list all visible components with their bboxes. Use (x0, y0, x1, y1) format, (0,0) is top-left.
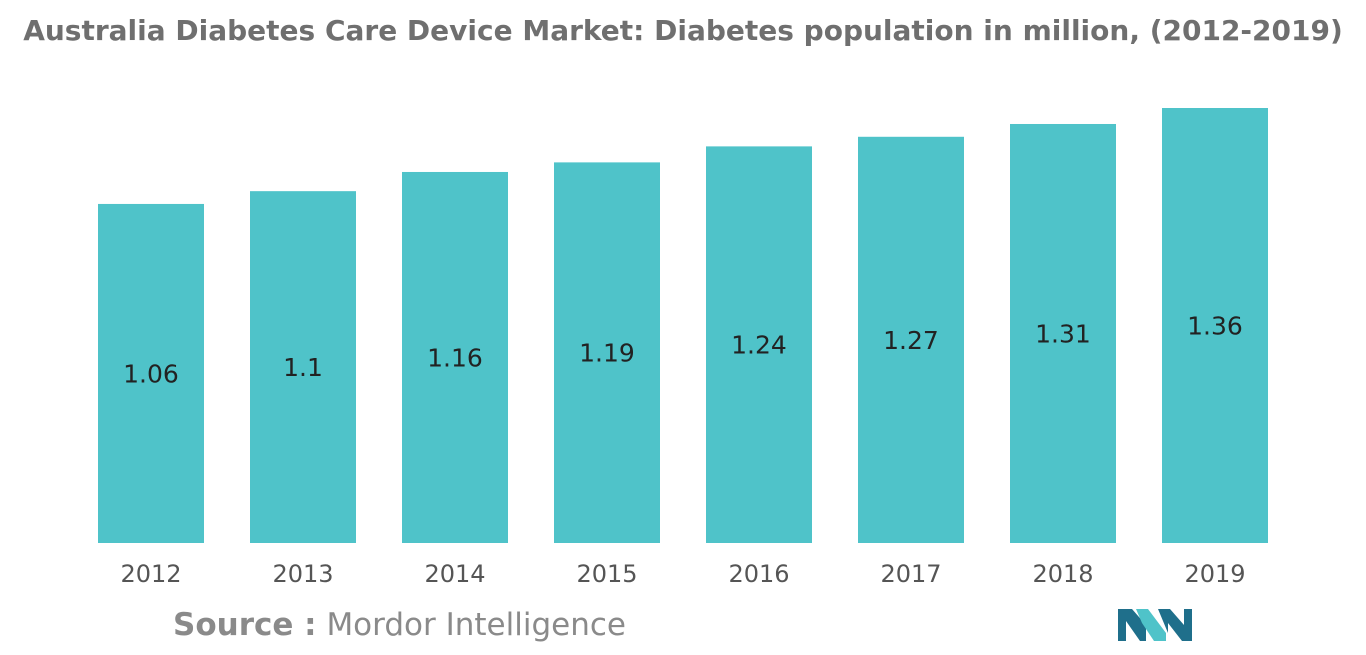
bar-2013 (250, 191, 356, 544)
value-label-2018: 1.31 (1035, 319, 1091, 348)
x-tick-label-2012: 2012 (120, 560, 181, 588)
x-tick-label-2014: 2014 (424, 560, 485, 588)
bar-2017 (858, 136, 964, 544)
bar-2019 (1162, 108, 1268, 543)
source-name: Mordor Intelligence (326, 607, 626, 643)
value-label-2012: 1.06 (123, 359, 179, 388)
x-tick-label-2016: 2016 (728, 560, 789, 588)
x-tick-label-2018: 2018 (1032, 560, 1093, 588)
value-label-2013: 1.1 (283, 353, 323, 382)
bar-2014 (402, 171, 508, 543)
value-label-2014: 1.16 (427, 343, 483, 372)
bar-2015 (554, 162, 660, 543)
chart-title: Australia Diabetes Care Device Market: D… (23, 14, 1343, 47)
x-tick-label-2015: 2015 (576, 560, 637, 588)
x-tick-label-2017: 2017 (880, 560, 941, 588)
x-tick-label-2019: 2019 (1184, 560, 1245, 588)
mordor-logo-icon (1118, 609, 1192, 641)
source-line: Source : Mordor Intelligence (173, 607, 626, 643)
value-label-2016: 1.24 (731, 331, 787, 360)
bar-2012 (98, 203, 204, 544)
bar-2016 (706, 146, 812, 543)
x-tick-label-2013: 2013 (272, 560, 333, 588)
source-label: Source : (173, 607, 317, 643)
bar-2018 (1010, 123, 1116, 543)
value-label-2019: 1.36 (1187, 312, 1243, 341)
bar-chart: 1.06 2012 1.1 2013 1.16 2014 1.19 2015 1.24 2016 1… (98, 108, 1268, 588)
value-label-2015: 1.19 (579, 339, 635, 368)
value-label-2017: 1.27 (883, 326, 939, 355)
